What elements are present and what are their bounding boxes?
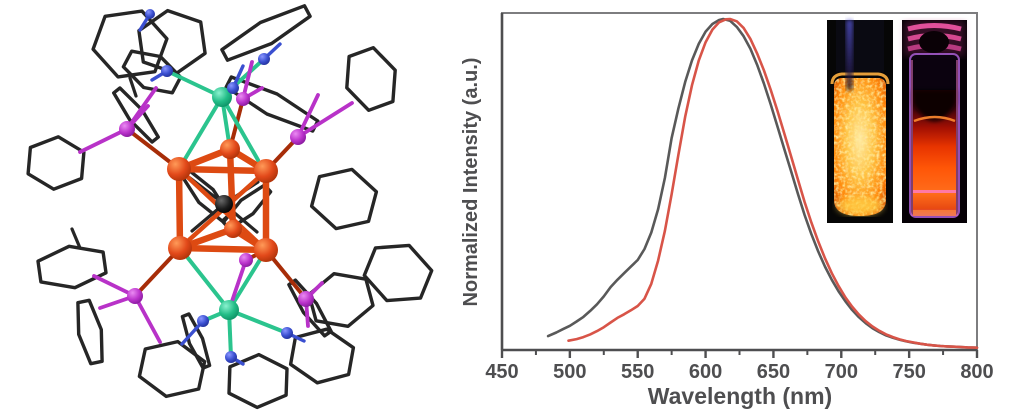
- capping-metal-bond: [178, 246, 231, 312]
- core-metal-atom: [167, 157, 191, 181]
- x-axis-title: Wavelength (nm): [648, 383, 832, 409]
- x-tick-label: 600: [689, 361, 722, 383]
- nitrogen-atom: [281, 327, 293, 339]
- molecule-panel: [0, 0, 460, 416]
- capping-metal-bond: [227, 308, 289, 335]
- thread-ridge: [907, 23, 962, 32]
- series-emission-red: [567, 17, 979, 350]
- carbon-ring: [36, 244, 108, 290]
- vial-cap: [836, 20, 884, 72]
- nitrogen-atom: [161, 65, 173, 77]
- vial-speckles-pink: [834, 78, 886, 216]
- x-tick-label: 450: [485, 361, 518, 383]
- x-tick-label: 550: [621, 361, 654, 383]
- core-metal-atom: [220, 139, 240, 159]
- inset-photo-solid-vial: [827, 20, 893, 223]
- phosphorus-carbon-bond: [133, 294, 162, 344]
- uv-light-streak: [846, 20, 853, 90]
- cap-center-shadow: [919, 31, 949, 53]
- pink-reflection-line: [913, 190, 956, 193]
- nitrogen-atom: [258, 53, 270, 65]
- vial-rim: [830, 72, 890, 85]
- x-tick-label: 650: [757, 361, 790, 383]
- emission-spectra-chart: 450 500 550 600 650 700 750 800 Wavelength (nm)…: [460, 12, 994, 409]
- carbon-ring: [345, 46, 397, 113]
- carbon-ring: [26, 135, 86, 191]
- core-metal-atom: [254, 159, 278, 183]
- core-bond: [175, 165, 270, 175]
- x-axis-ticks: 450 500 550 600 650 700 750 800: [485, 350, 994, 383]
- phosphorus-atom: [239, 253, 253, 267]
- capping-metal-bond: [165, 69, 224, 99]
- carbon-ring: [91, 9, 169, 79]
- spectra-curves: [546, 17, 979, 350]
- capping-metal-atom: [212, 87, 232, 107]
- carbon-ring: [309, 167, 379, 231]
- atom-spheres: [119, 9, 314, 363]
- x-tick-label: 750: [892, 361, 925, 383]
- core-metal-atom: [224, 220, 242, 238]
- y-axis-title: Normalized Intensity (a.u.): [460, 58, 482, 307]
- carbon-ring: [76, 298, 104, 366]
- bottom-glow: [913, 210, 956, 216]
- nitrogen-atom: [145, 9, 155, 19]
- carbon-ring: [227, 352, 289, 410]
- carbon-ring: [288, 327, 356, 385]
- inset-photo-solution-vial: [902, 20, 967, 223]
- nitrogen-atom: [197, 315, 209, 327]
- x-tick-label: 700: [825, 361, 858, 383]
- carbon-ring: [362, 243, 434, 303]
- core-metal-atom: [254, 238, 278, 262]
- phosphorus-atom: [290, 129, 306, 145]
- phosphorus-carbon-bond: [296, 101, 354, 139]
- phosphorus-atom: [236, 92, 250, 106]
- capping-metal-bond: [220, 95, 260, 162]
- carbon-ring: [287, 278, 333, 338]
- carbon-bond: [128, 76, 138, 98]
- core-metal-atom: [168, 236, 192, 260]
- plot-area: [501, 12, 978, 351]
- phosphorus-carbon-bond: [78, 127, 129, 154]
- spectra-panel: 450 500 550 600 650 700 750 800 Wavelength (nm)…: [460, 0, 1010, 416]
- carbon-bond: [70, 227, 82, 250]
- carbon-ring: [111, 86, 161, 144]
- capping-metal-bond: [177, 95, 224, 171]
- carbon-ring: [307, 272, 375, 328]
- capping-metal-atom: [219, 300, 239, 320]
- core-bond: [176, 244, 270, 254]
- core-bond: [175, 165, 184, 252]
- core-bond: [226, 145, 237, 233]
- nitrogen-atom: [227, 82, 239, 94]
- phosphorus-carbon-bond: [125, 86, 158, 131]
- molecule-structure-drawing: [26, 4, 434, 410]
- x-tick-label: 800: [960, 361, 993, 383]
- carbon-ring: [224, 75, 320, 133]
- carbon-ring: [180, 312, 212, 370]
- carbon-ring: [220, 4, 312, 62]
- x-tick-label: 500: [553, 361, 586, 383]
- headspace-shadow: [913, 90, 956, 121]
- phosphorus-atom: [119, 121, 135, 137]
- nitrogen-atom: [225, 351, 237, 363]
- phosphorus-atom: [298, 291, 314, 307]
- carbon-ring: [137, 339, 207, 399]
- vial-bottom-glow: [837, 197, 883, 215]
- central-atom: [215, 195, 233, 213]
- phosphorus-atom: [127, 288, 143, 304]
- meniscus-highlight: [913, 115, 956, 123]
